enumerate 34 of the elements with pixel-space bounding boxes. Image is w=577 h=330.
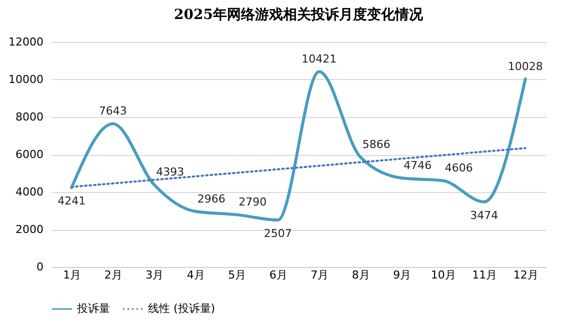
data-label: 4393	[156, 166, 184, 179]
x-tick-label: 2月	[104, 268, 122, 282]
data-label: 4241	[58, 194, 86, 208]
x-tick-label: 8月	[352, 268, 370, 282]
data-label: 2966	[197, 192, 226, 206]
data-label: 4746	[404, 159, 432, 172]
data-label: 2507	[264, 226, 292, 240]
y-tick-label: 6000	[16, 148, 44, 161]
y-tick-label: 0	[36, 260, 44, 274]
data-label: 10028	[508, 60, 543, 73]
y-tick-label: 10000	[8, 73, 44, 86]
data-label: 10421	[302, 52, 337, 66]
y-tick-label: 12000	[8, 36, 44, 48]
x-tick-label: 4月	[186, 268, 205, 282]
x-tick-label: 3月	[146, 268, 164, 282]
y-tick-label: 8000	[16, 110, 44, 124]
x-tick-label: 10月	[430, 268, 456, 282]
x-tick-label: 9月	[393, 268, 412, 282]
data-label: 7643	[98, 104, 127, 118]
x-tick-label: 1月	[63, 268, 82, 282]
data-label: 3474	[470, 208, 498, 222]
legend-label: 投诉量	[76, 302, 110, 315]
x-tick-label: 7月	[310, 268, 329, 282]
data-label: 2790	[238, 196, 267, 209]
x-tick-label: 11月	[472, 268, 498, 282]
chart-title: 2025年网络游戏相关投诉月度变化情况	[174, 6, 424, 23]
x-tick-label: 6月	[269, 268, 288, 282]
data-label: 4606	[444, 162, 473, 175]
x-tick-label: 12月	[513, 268, 538, 282]
x-tick-label: 5月	[228, 268, 246, 282]
y-tick-label: 4000	[16, 186, 44, 198]
y-tick-label: 2000	[16, 223, 44, 236]
legend-label: 线性 (投诉量)	[148, 302, 216, 315]
data-label: 5866	[362, 138, 390, 152]
